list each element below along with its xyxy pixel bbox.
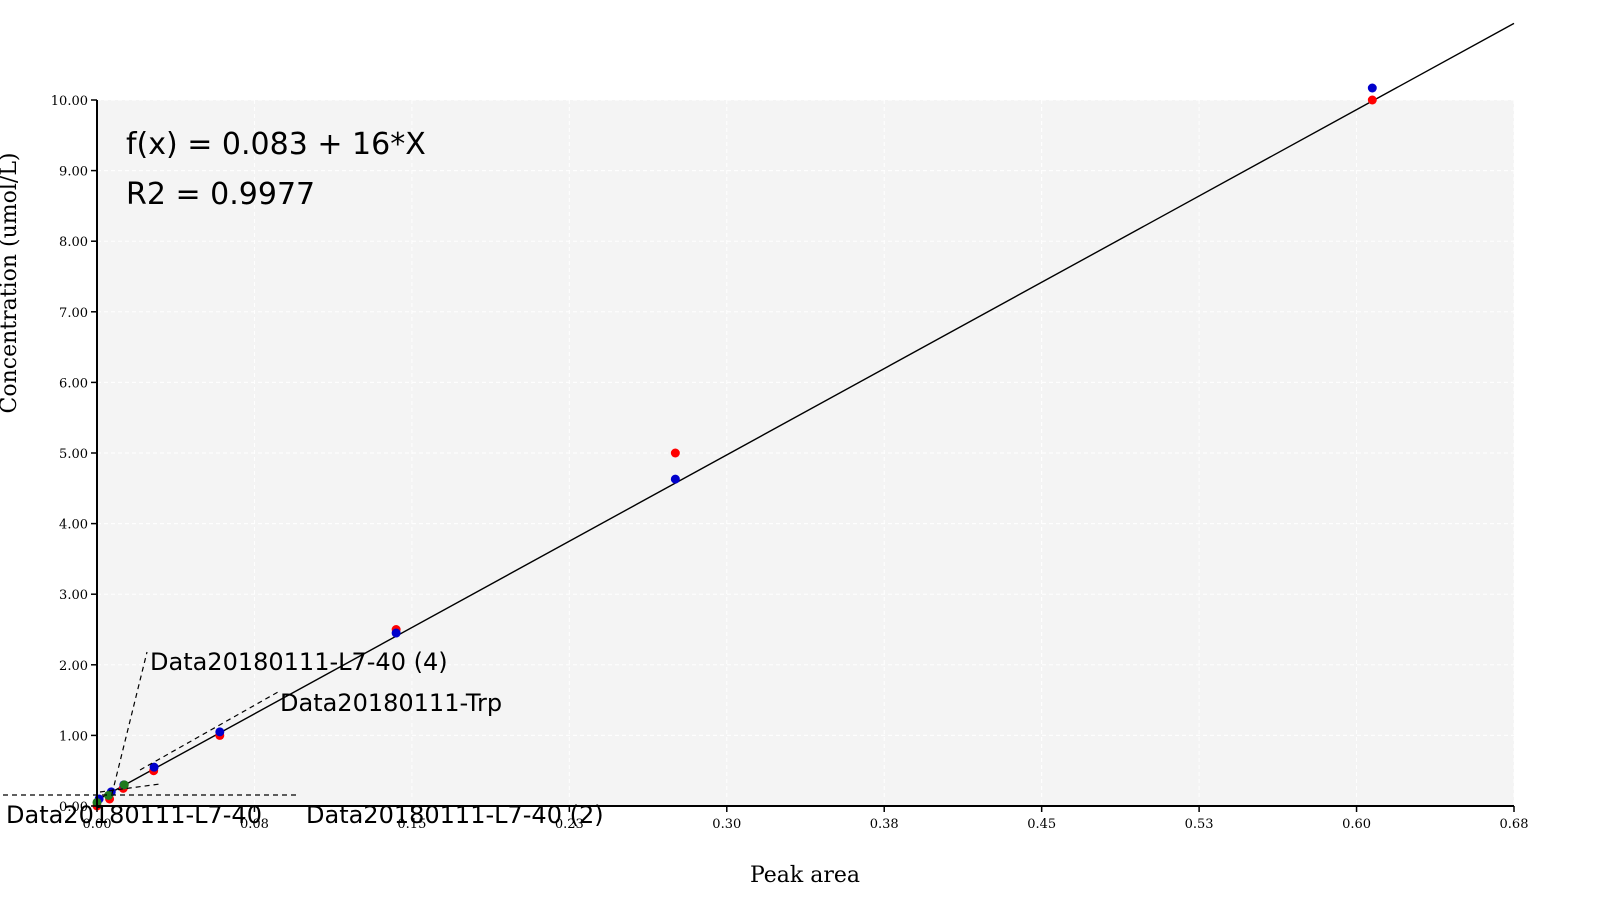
x-tick-label: 0.00 (83, 817, 112, 832)
r-squared: R2 = 0.9977 (126, 177, 315, 212)
annotation-leaders (3, 651, 300, 796)
x-tick-label: 0.30 (712, 817, 741, 832)
x-tick-label: 0.53 (1185, 817, 1214, 832)
x-ticks: 0.00 0.08 0.15 0.23 0.30 0.38 0.45 0.53 0.60 0.68 (83, 806, 1529, 832)
data-point (670, 448, 680, 458)
annotations: Data20180111-L7-40 (4) Data20180111-Trp Da… (6, 648, 604, 829)
data-point (104, 790, 114, 800)
x-tick-label: 0.15 (397, 817, 426, 832)
y-tick-label: 2.00 (59, 659, 88, 674)
y-axis-title: Concentration (umol/L) (0, 152, 22, 413)
data-point (1367, 95, 1377, 105)
y-tick-label: 1.00 (59, 729, 88, 744)
y-tick-label: 4.00 (59, 518, 88, 533)
x-tick-label: 0.45 (1027, 817, 1056, 832)
data-point (1367, 83, 1377, 93)
annotation-leader (99, 783, 161, 793)
grid-lines (97, 99, 1515, 806)
x-tick-label: 0.38 (870, 817, 899, 832)
fit-equation: f(x) = 0.083 + 16*X (126, 127, 426, 162)
x-tick-label: 0.08 (240, 817, 269, 832)
data-point (391, 628, 401, 638)
y-tick-label: 8.00 (59, 235, 88, 250)
y-tick-label: 10.00 (51, 94, 88, 109)
x-axis-title: Peak area (750, 863, 860, 888)
x-tick-label: 0.23 (555, 817, 584, 832)
y-tick-label: 7.00 (59, 306, 88, 321)
y-tick-label: 0.00 (59, 800, 88, 815)
annotation-label: Data20180111-L7-40 (2) (306, 801, 604, 829)
data-point (670, 474, 680, 484)
data-point (215, 727, 225, 737)
x-tick-label: 0.68 (1500, 817, 1529, 832)
annotation-label: Data20180111-Trp (280, 689, 502, 717)
y-tick-label: 9.00 (59, 165, 88, 180)
annotation-label: Data20180111-L7-40 (6, 801, 262, 829)
annotation-label: Data20180111-L7-40 (4) (150, 648, 448, 676)
y-tick-label: 3.00 (59, 588, 88, 603)
regression-line-group (96, 22, 1515, 801)
x-tick-label: 0.60 (1342, 817, 1371, 832)
regression-line (96, 22, 1515, 801)
data-point (149, 762, 159, 772)
annotation-leader (111, 651, 148, 795)
y-ticks: 0.00 1.00 2.00 3.00 4.00 5.00 6.00 7.00 8.00 9.00… (51, 94, 97, 815)
y-tick-label: 5.00 (59, 447, 88, 462)
data-point (119, 780, 129, 790)
y-tick-label: 6.00 (59, 376, 88, 391)
